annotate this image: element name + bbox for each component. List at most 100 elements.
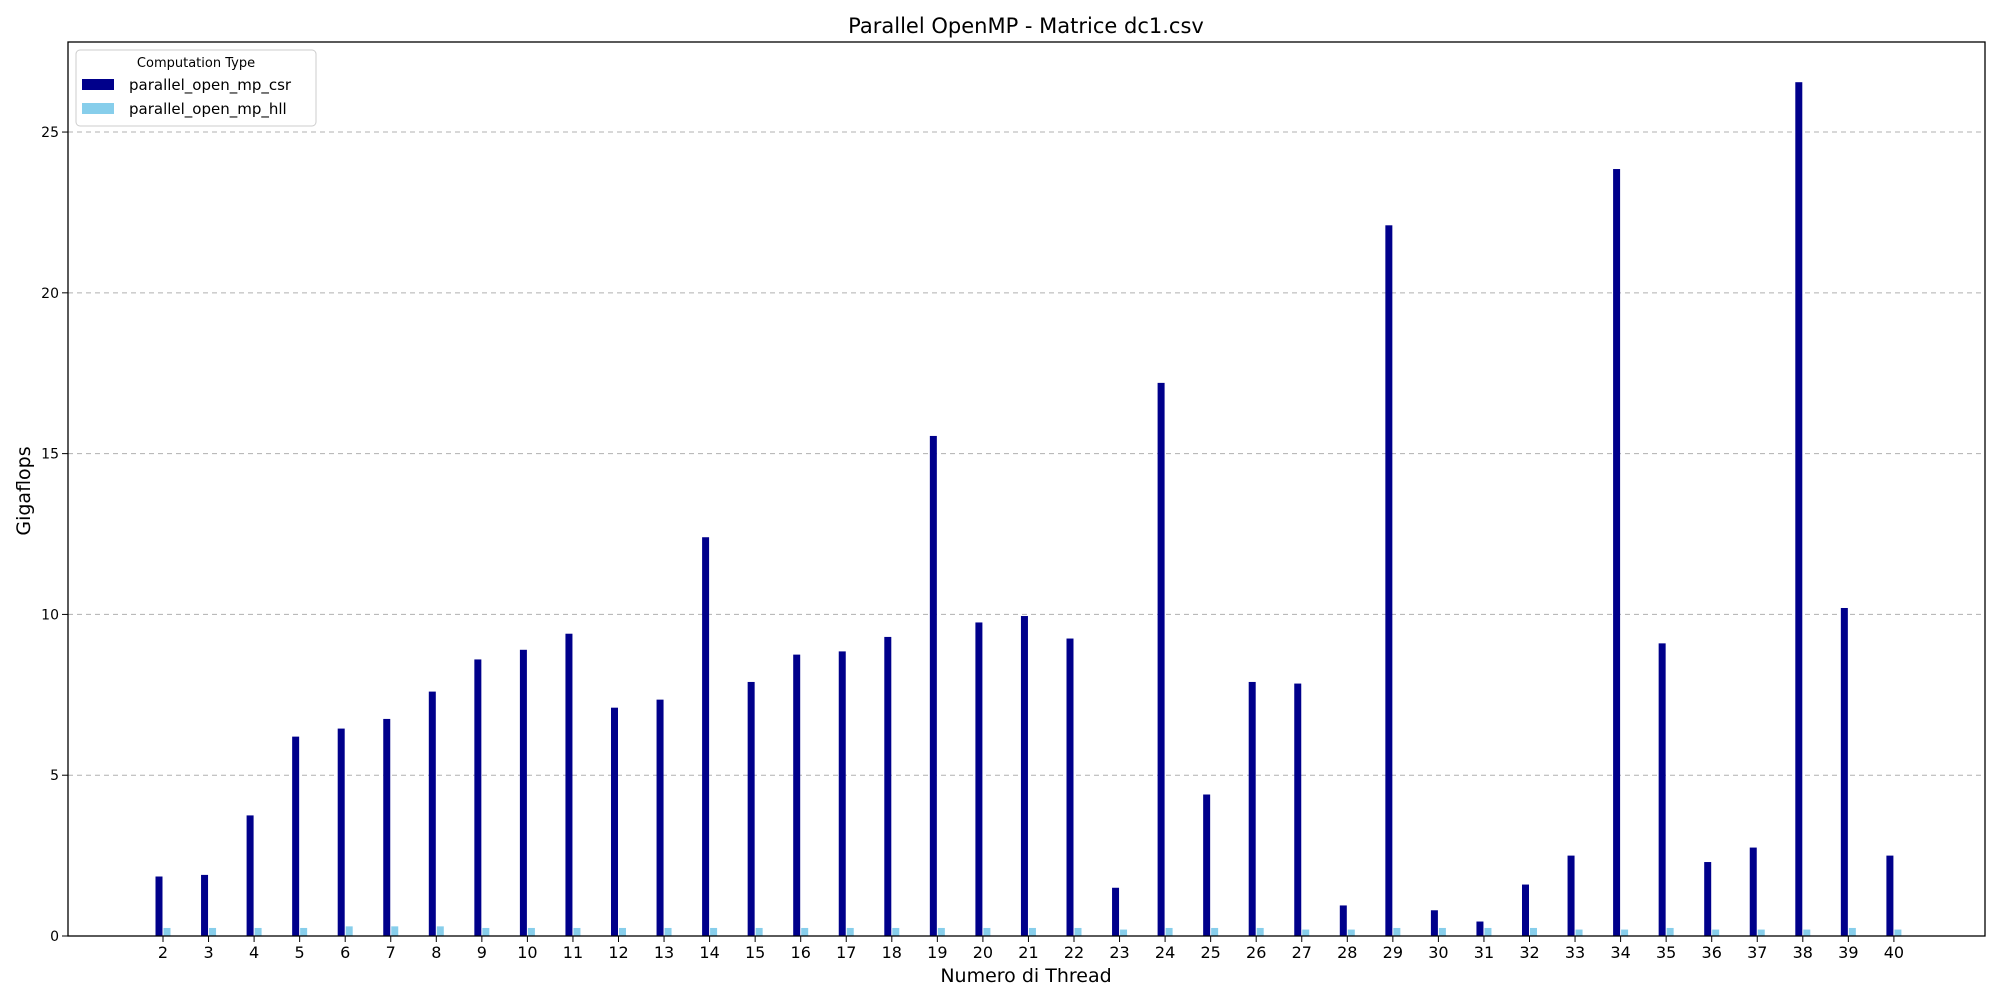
- x-tick-label: 37: [1747, 943, 1767, 962]
- y-axis-ticks: 0 5 10 15 20 25: [41, 125, 68, 945]
- x-tick-label: 2: [158, 943, 168, 962]
- bar-parallel_open_mp_hll-40: [1894, 929, 1902, 936]
- x-tick-label: 4: [249, 943, 259, 962]
- bar-parallel_open_mp_csr-13: [656, 699, 664, 936]
- legend-swatch-parallel_open_mp_hll: [82, 103, 114, 114]
- bar-parallel_open_mp_hll-4: [254, 927, 262, 936]
- x-tick-label: 33: [1565, 943, 1585, 962]
- x-tick-label: 21: [1018, 943, 1038, 962]
- x-tick-label: 31: [1474, 943, 1494, 962]
- bar-parallel_open_mp_csr-24: [1157, 382, 1165, 936]
- x-tick-label: 13: [654, 943, 674, 962]
- x-tick-label: 8: [431, 943, 441, 962]
- bar-parallel_open_mp_csr-18: [884, 636, 892, 936]
- bar-parallel_open_mp_hll-21: [1028, 927, 1036, 936]
- x-tick-label: 22: [1064, 943, 1084, 962]
- y-axis-label: Gigaflops: [13, 446, 35, 535]
- legend-box: [75, 49, 317, 127]
- bar-parallel_open_mp_hll-29: [1393, 927, 1401, 936]
- bar-parallel_open_mp_csr-35: [1658, 643, 1666, 936]
- x-tick-label: 38: [1793, 943, 1813, 962]
- bar-parallel_open_mp_hll-12: [619, 927, 626, 936]
- bar-parallel_open_mp_hll-17: [846, 927, 854, 936]
- bar-parallel_open_mp_csr-36: [1704, 862, 1712, 936]
- bar-parallel_open_mp_csr-14: [702, 537, 710, 936]
- x-tick-label: 34: [1610, 943, 1630, 962]
- bar-parallel_open_mp_hll-2: [163, 927, 171, 936]
- legend-label-parallel_open_mp_csr: parallel_open_mp_csr: [129, 76, 292, 95]
- bar-parallel_open_mp_csr-11: [565, 633, 573, 936]
- bar-parallel_open_mp_hll-23: [1120, 929, 1128, 936]
- x-tick-label: 28: [1337, 943, 1357, 962]
- bar-parallel_open_mp_hll-26: [1256, 927, 1264, 936]
- bar-parallel_open_mp_hll-16: [801, 927, 809, 936]
- x-tick-label: 39: [1838, 943, 1858, 962]
- x-tick-label: 5: [295, 943, 305, 962]
- bar-parallel_open_mp_csr-27: [1294, 683, 1302, 936]
- bar-parallel_open_mp_csr-37: [1749, 847, 1757, 936]
- x-tick-label: 40: [1884, 943, 1904, 962]
- bars: [155, 82, 1902, 937]
- legend: Computation Type parallel_open_mp_csrpara…: [75, 49, 317, 127]
- bar-parallel_open_mp_hll-11: [573, 927, 581, 936]
- bar-parallel_open_mp_csr-39: [1840, 607, 1848, 936]
- x-tick-label: 24: [1155, 943, 1175, 962]
- x-tick-label: 16: [791, 943, 811, 962]
- x-tick-label: 15: [745, 943, 765, 962]
- y-tick-label: 20: [41, 286, 59, 302]
- bar-parallel_open_mp_hll-34: [1621, 929, 1629, 936]
- x-tick-label: 11: [563, 943, 583, 962]
- bar-parallel_open_mp_hll-19: [937, 927, 945, 936]
- y-tick-label: 0: [50, 929, 59, 945]
- bar-parallel_open_mp_hll-14: [710, 927, 718, 936]
- bar-parallel_open_mp_csr-15: [747, 681, 755, 936]
- bar-parallel_open_mp_csr-26: [1248, 681, 1256, 936]
- bar-parallel_open_mp_hll-20: [983, 927, 991, 936]
- x-tick-label: 35: [1656, 943, 1676, 962]
- bar-parallel_open_mp_hll-8: [436, 926, 444, 936]
- bar-parallel_open_mp_csr-8: [428, 691, 436, 936]
- bar-parallel_open_mp_hll-5: [300, 927, 308, 936]
- x-tick-label: 9: [477, 943, 487, 962]
- y-tick-label: 5: [50, 768, 59, 784]
- bar-parallel_open_mp_hll-31: [1484, 927, 1492, 936]
- bar-parallel_open_mp_csr-5: [292, 736, 300, 936]
- bar-parallel_open_mp_csr-4: [246, 815, 254, 936]
- legend-label-parallel_open_mp_hll: parallel_open_mp_hll: [129, 100, 287, 119]
- x-tick-label: 14: [699, 943, 719, 962]
- bar-parallel_open_mp_hll-33: [1575, 929, 1583, 936]
- x-tick-label: 12: [608, 943, 628, 962]
- x-tick-label: 19: [927, 943, 947, 962]
- bar-parallel_open_mp_hll-15: [755, 927, 763, 936]
- y-tick-label: 10: [41, 607, 59, 623]
- bar-parallel_open_mp_hll-9: [482, 927, 490, 936]
- x-tick-label: 3: [203, 943, 213, 962]
- x-tick-label: 18: [882, 943, 902, 962]
- bar-parallel_open_mp_csr-30: [1430, 910, 1438, 936]
- x-tick-label: 17: [836, 943, 856, 962]
- bar-parallel_open_mp_hll-35: [1666, 927, 1674, 936]
- bar-parallel_open_mp_csr-28: [1339, 905, 1347, 936]
- x-tick-label: 6: [340, 943, 350, 962]
- bar-parallel_open_mp_csr-3: [201, 874, 209, 936]
- bar-parallel_open_mp_csr-16: [793, 654, 801, 936]
- x-tick-label: 10: [517, 943, 537, 962]
- bar-parallel_open_mp_csr-20: [975, 622, 983, 936]
- bar-parallel_open_mp_hll-27: [1302, 929, 1310, 936]
- x-tick-label: 7: [386, 943, 396, 962]
- bar-parallel_open_mp_hll-22: [1074, 927, 1082, 936]
- x-tick-label: 32: [1519, 943, 1539, 962]
- bar-parallel_open_mp_hll-30: [1438, 927, 1446, 936]
- bar-parallel_open_mp_hll-36: [1712, 929, 1720, 936]
- y-tick-label: 15: [41, 447, 59, 463]
- bar-parallel_open_mp_csr-38: [1795, 82, 1803, 936]
- legend-title: Computation Type: [137, 56, 255, 71]
- bar-parallel_open_mp_hll-39: [1848, 927, 1856, 936]
- x-tick-label: 26: [1246, 943, 1266, 962]
- bar-parallel_open_mp_hll-24: [1165, 927, 1173, 936]
- bar-parallel_open_mp_hll-10: [527, 927, 535, 936]
- bar-parallel_open_mp_hll-32: [1530, 927, 1537, 936]
- bar-parallel_open_mp_hll-37: [1757, 929, 1765, 936]
